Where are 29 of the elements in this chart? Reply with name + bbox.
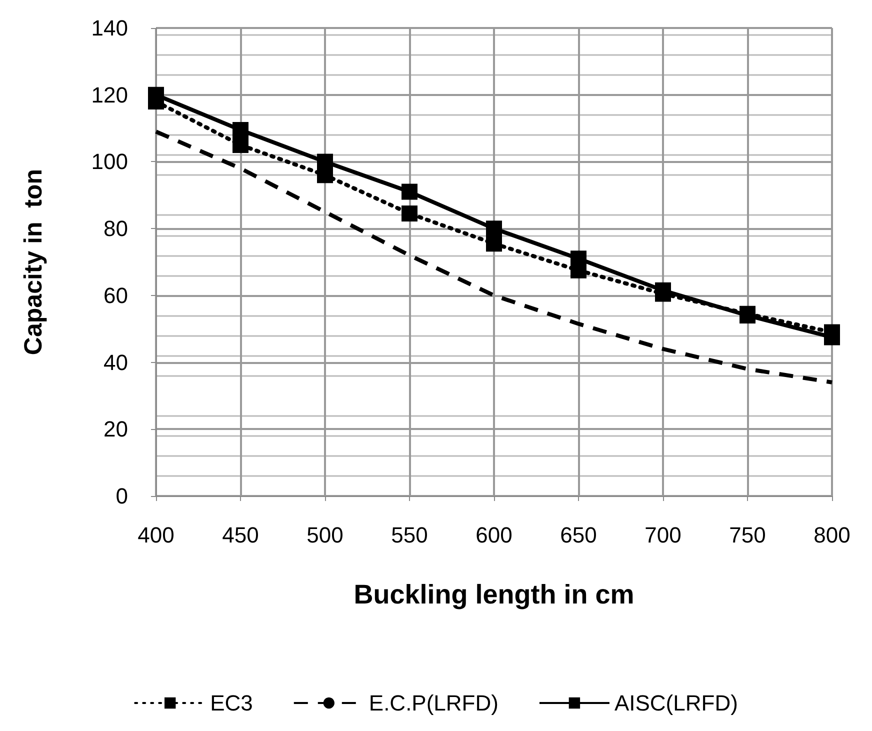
x-tick-label: 600: [476, 522, 512, 548]
y-tick-label: 140: [91, 16, 128, 40]
y-tick-label: 0: [116, 484, 128, 508]
x-tick-label: 450: [222, 522, 259, 548]
point: [232, 122, 248, 138]
y-tick-label: 20: [104, 416, 128, 442]
point: [232, 137, 248, 153]
y-tick-label: 120: [91, 82, 128, 108]
x-tick-label: 800: [814, 522, 850, 548]
line-series: [154, 130, 834, 384]
x-axis-title: Buckling length in cm: [354, 580, 634, 610]
y-tick-label: 40: [104, 350, 128, 375]
point: [402, 206, 418, 222]
x-tick-label: 750: [729, 522, 766, 548]
point: [486, 236, 502, 252]
x-tick-label: 400: [138, 522, 174, 548]
legend-label: E.C.P(LRFD): [368, 690, 498, 716]
x-tick-label: 550: [391, 522, 428, 548]
x-tick-label: 500: [306, 522, 344, 548]
x-tick-label: 650: [560, 522, 597, 548]
point: [402, 184, 418, 200]
y-tick-label: 80: [104, 216, 128, 242]
y-tick-label: 100: [91, 149, 128, 174]
x-tick-label: 700: [644, 522, 682, 548]
y-axis-title: Capacity in ton: [20, 168, 48, 356]
legend-label: EC3: [210, 690, 253, 716]
point: [486, 220, 502, 237]
y-tick-label: 60: [104, 282, 128, 308]
legend-label: AISC(LRFD): [614, 690, 738, 716]
